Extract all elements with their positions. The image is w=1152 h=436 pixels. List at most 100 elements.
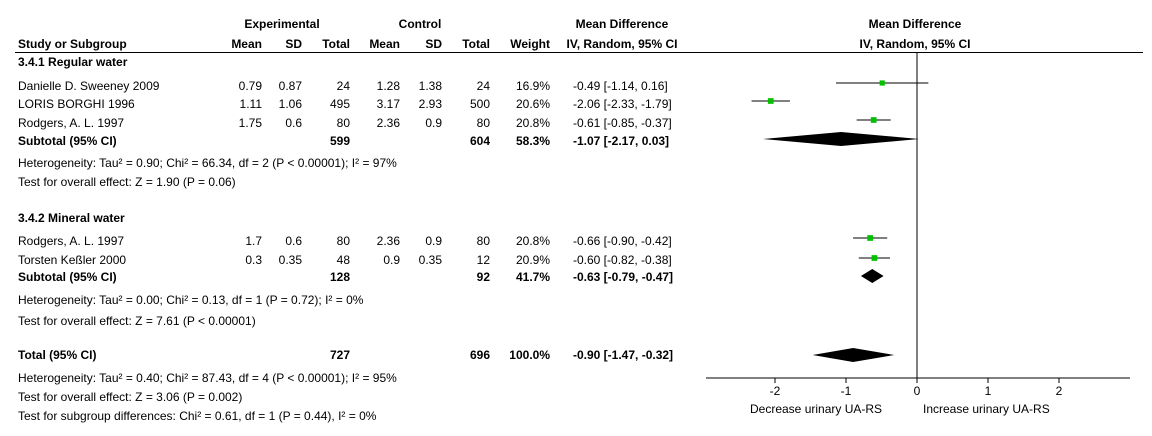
- summary-diamond: [812, 348, 895, 362]
- summary-diamond: [860, 269, 884, 283]
- mean-c: 2.36: [376, 234, 400, 248]
- subtotal-total-c: 92: [476, 270, 490, 284]
- col-sd-e: SD: [285, 37, 302, 51]
- col-total-c: Total: [462, 37, 490, 51]
- mean-e: 0.79: [238, 79, 262, 93]
- study-marker: [767, 98, 774, 104]
- study-name: Rodgers, A. L. 1997: [18, 234, 125, 248]
- mean-c: 2.36: [376, 116, 400, 130]
- col-md-method: IV, Random, 95% CI: [566, 37, 678, 51]
- md-ci: -0.49 [-1.14, 0.16]: [573, 79, 668, 93]
- sd-e: 1.06: [278, 97, 302, 111]
- heterogeneity-text: Heterogeneity: Tau² = 0.90; Chi² = 66.34…: [18, 156, 397, 170]
- weight: 20.8%: [515, 234, 550, 248]
- col-mean-c: Mean: [369, 37, 400, 51]
- plot-header: Mean Difference: [868, 17, 962, 31]
- col-weight: Weight: [510, 37, 550, 51]
- subtotal-ci: -1.07 [-2.17, 0.03]: [573, 134, 670, 148]
- axis-right-label: Increase urinary UA-RS: [923, 402, 1050, 416]
- weight: 20.9%: [515, 253, 550, 267]
- mean-e: 1.11: [239, 97, 262, 111]
- study-marker: [870, 117, 877, 123]
- mean-c: 1.28: [376, 79, 400, 93]
- x-tick-label: 2: [1056, 384, 1063, 398]
- total-overall-effect-text: Test for overall effect: Z = 3.06 (P = 0…: [18, 390, 243, 404]
- total-c: 696: [469, 348, 490, 362]
- control-header: Control: [398, 17, 442, 31]
- sd-c: 1.38: [418, 79, 442, 93]
- subtotal-total-c: 604: [469, 134, 490, 148]
- overall-effect-text: Test for overall effect: Z = 7.61 (P < 0…: [18, 314, 256, 328]
- col-total-e: Total: [322, 37, 350, 51]
- total-e: 80: [336, 234, 350, 248]
- weight: 20.6%: [515, 97, 550, 111]
- mean-e: 1.7: [245, 234, 262, 248]
- header-rule: [15, 52, 1143, 53]
- total-e: 48: [336, 253, 350, 267]
- mean-c: 0.9: [383, 253, 400, 267]
- sd-c: 2.93: [418, 97, 442, 111]
- total-e: 495: [329, 97, 350, 111]
- subtotal-total-e: 128: [329, 270, 350, 284]
- subtotal-label: Subtotal (95% CI): [18, 134, 117, 148]
- group-title: 3.4.1 Regular water: [18, 55, 128, 69]
- overall-effect-text: Test for overall effect: Z = 1.90 (P = 0…: [18, 175, 236, 189]
- total-c: 12: [476, 253, 490, 267]
- study-marker: [867, 235, 873, 241]
- study-name: LORIS BORGHI 1996: [18, 97, 135, 111]
- study-name: Rodgers, A. L. 1997: [18, 116, 125, 130]
- subtotal-weight: 41.7%: [515, 270, 550, 284]
- weight: 20.8%: [515, 116, 550, 130]
- md-ci: -0.61 [-0.85, -0.37]: [573, 116, 672, 130]
- md-header: Mean Difference: [575, 17, 669, 31]
- sd-e: 0.87: [278, 79, 302, 93]
- x-tick-label: -2: [770, 384, 781, 398]
- sd-e: 0.35: [278, 253, 302, 267]
- experimental-header: Experimental: [244, 17, 320, 31]
- mean-e: 1.75: [238, 116, 262, 130]
- total-e: 24: [336, 79, 350, 93]
- subtotal-ci: -0.63 [-0.79, -0.47]: [573, 270, 674, 284]
- col-mean-e: Mean: [231, 37, 262, 51]
- study-marker: [879, 80, 885, 86]
- total-ci: -0.90 [-1.47, -0.32]: [573, 348, 674, 362]
- total-c: 24: [476, 79, 490, 93]
- weight: 16.9%: [515, 79, 550, 93]
- total-heterogeneity-text: Heterogeneity: Tau² = 0.40; Chi² = 87.43…: [18, 371, 397, 385]
- col-sd-c: SD: [425, 37, 442, 51]
- x-tick-label: 1: [985, 384, 992, 398]
- total-weight: 100.0%: [509, 348, 550, 362]
- md-ci: -0.60 [-0.82, -0.38]: [573, 253, 672, 267]
- sd-e: 0.6: [285, 234, 302, 248]
- total-c: 80: [476, 234, 490, 248]
- md-ci: -0.66 [-0.90, -0.42]: [573, 234, 672, 248]
- group-title: 3.4.2 Mineral water: [18, 211, 125, 225]
- sd-c: 0.9: [425, 116, 442, 130]
- col-plot-method: IV, Random, 95% CI: [859, 37, 971, 51]
- axis-left-label: Decrease urinary UA-RS: [750, 402, 883, 416]
- total-c: 80: [476, 116, 490, 130]
- sd-e: 0.6: [285, 116, 302, 130]
- total-c: 500: [469, 97, 490, 111]
- study-marker: [871, 255, 878, 261]
- mean-e: 0.3: [245, 253, 262, 267]
- subgroup-differences-text: Test for subgroup differences: Chi² = 0.…: [18, 409, 377, 423]
- md-ci: -2.06 [-2.33, -1.79]: [573, 97, 672, 111]
- subtotal-label: Subtotal (95% CI): [18, 270, 117, 284]
- col-study: Study or Subgroup: [18, 37, 127, 51]
- study-name: Danielle D. Sweeney 2009: [18, 79, 160, 93]
- x-tick-label: -1: [841, 384, 852, 398]
- subtotal-weight: 58.3%: [515, 134, 550, 148]
- total-label: Total (95% CI): [18, 348, 97, 362]
- subtotal-total-e: 599: [329, 134, 350, 148]
- sd-c: 0.35: [418, 253, 442, 267]
- total-e: 80: [336, 116, 350, 130]
- x-tick-label: 0: [914, 384, 921, 398]
- mean-c: 3.17: [376, 97, 400, 111]
- study-name: Torsten Keßler 2000: [18, 253, 127, 267]
- sd-c: 0.9: [425, 234, 442, 248]
- total-e: 727: [329, 348, 350, 362]
- summary-diamond: [762, 132, 920, 146]
- heterogeneity-text: Heterogeneity: Tau² = 0.00; Chi² = 0.13,…: [18, 293, 364, 307]
